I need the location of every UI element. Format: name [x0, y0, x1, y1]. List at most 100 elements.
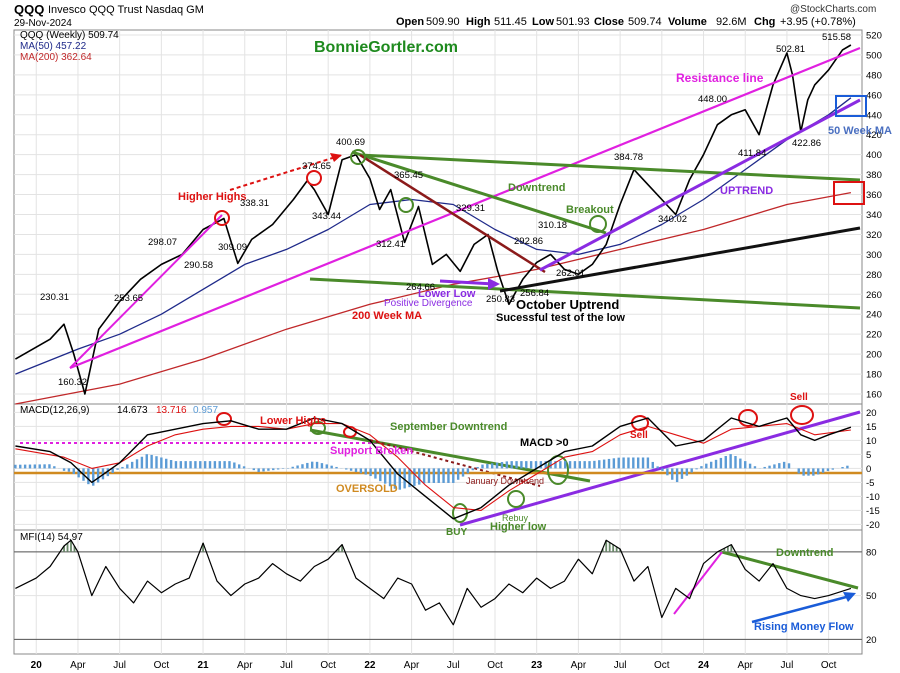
circle-breakout: [589, 215, 607, 233]
divergence-arrowhead: [488, 278, 500, 290]
mfi-panel-frame: [13, 529, 863, 655]
price-y-tick-label: 160: [866, 390, 882, 401]
price-y-tick-label: 480: [866, 70, 882, 81]
macd-histogram-bar: [807, 468, 810, 476]
macd-histogram-bar: [140, 456, 144, 469]
watermark: BonnieGortler.com: [314, 39, 458, 56]
macd-histogram-bar: [213, 461, 217, 469]
price-panel-frame: [13, 29, 863, 405]
x-tick-label: Jul: [447, 660, 460, 671]
macd-histogram-bar: [408, 468, 411, 488]
price-label: 312.41: [376, 239, 405, 250]
mfi-overbought-fill: [605, 540, 608, 552]
macd-histogram-bar: [588, 461, 591, 469]
macd-histogram-bar: [495, 462, 499, 469]
macd-histogram-bar: [461, 468, 465, 477]
box-50wk-ma: [835, 95, 867, 117]
macd-y-tick-label: 15: [866, 422, 877, 433]
macd-histogram-bar: [383, 468, 387, 484]
price-y-tick-label: 500: [866, 50, 882, 61]
macd-histogram-bar: [486, 463, 489, 469]
price-label: 250.83: [486, 294, 515, 305]
chart-date: 29-Nov-2024: [14, 18, 72, 29]
legend-macd-v2: 13.716: [156, 405, 187, 416]
circle-peak: [350, 149, 366, 165]
price-label: 374.65: [302, 161, 331, 172]
mfi-rise-line: [673, 551, 723, 615]
macd-histogram-bar: [831, 468, 835, 470]
circle-higher-high-2: [306, 170, 322, 186]
macd-histogram-bar: [199, 461, 202, 469]
price-label: 298.07: [148, 237, 177, 248]
macd-histogram-bar: [160, 457, 163, 469]
macd-histogram-bar: [106, 468, 110, 477]
price-line: [15, 44, 852, 395]
macd-histogram-bar: [529, 461, 533, 469]
price-y-tick-label: 280: [866, 270, 882, 281]
macd-histogram-bar: [238, 464, 241, 469]
macd-histogram-bar: [413, 468, 416, 486]
macd-histogram-bar: [218, 461, 221, 469]
macd-histogram-bar: [817, 468, 820, 475]
macd-histogram-bar: [763, 466, 766, 469]
chg-label: Chg: [754, 16, 775, 28]
macd-histogram-bar: [632, 457, 635, 469]
legend-ma200: MA(200) 362.64: [20, 52, 92, 63]
price-y-tick-label: 340: [866, 210, 882, 221]
price-label: 309.09: [218, 242, 247, 253]
label-sell-1: Sell: [630, 430, 648, 441]
circle-lower-high-1: [216, 412, 232, 426]
x-tick-label: Jul: [614, 660, 627, 671]
price-label: 411.84: [738, 148, 766, 159]
macd-histogram-bar: [374, 468, 377, 479]
mfi-overbought-fill: [723, 548, 726, 552]
rising-money-arrow: [751, 594, 851, 624]
macd-histogram-bar: [306, 462, 309, 469]
macd-line: [15, 417, 852, 520]
high-label: High: [466, 16, 491, 28]
macd-histogram-bar: [262, 468, 265, 472]
macd-histogram-bar: [447, 468, 450, 483]
mfi-y-tick-label: 20: [866, 635, 877, 646]
x-tick-label: Apr: [737, 660, 753, 671]
macd-histogram-bar: [242, 466, 246, 469]
x-tick-label: Oct: [654, 660, 670, 671]
mfi-overbought-fill: [719, 550, 722, 552]
macd-histogram-bar: [452, 468, 455, 483]
macd-histogram-bar: [14, 464, 17, 469]
price-label: 290.58: [184, 260, 213, 271]
x-tick-label: Oct: [154, 660, 170, 671]
price-y-tick-label: 420: [866, 130, 882, 141]
macd-y-tick-label: -15: [866, 506, 880, 517]
x-tick-label: Oct: [487, 660, 503, 671]
mfi-overbought-fill: [73, 546, 76, 552]
macd-histogram-bar: [121, 466, 124, 469]
price-label: 262.01: [556, 268, 585, 279]
chg-value: +3.95 (+0.78%): [780, 16, 856, 28]
macd-histogram-bar: [393, 468, 397, 489]
price-label: 230.31: [40, 292, 69, 303]
label-macd-above-zero: MACD >0: [520, 437, 569, 449]
label-mfi-downtrend: Downtrend: [776, 547, 833, 559]
macd-histogram-bar: [636, 457, 640, 469]
macd-histogram-bar: [203, 461, 207, 469]
close-label: Close: [594, 16, 624, 28]
macd-histogram-bar: [680, 468, 684, 479]
downtrend-line-upper: [359, 153, 861, 182]
high-value: 511.45: [494, 16, 527, 28]
price-label: 448.00: [698, 94, 727, 105]
macd-histogram-bar: [301, 464, 304, 469]
x-tick-label: Oct: [821, 660, 837, 671]
macd-histogram-bar: [130, 461, 134, 469]
mfi-overbought-fill: [726, 546, 729, 552]
axis-labels: 20 Apr Jul Oct 21 Apr Jul Oct 22 Apr Jul Oct 23 Apr Ju…: [31, 30, 882, 671]
low-label: Low: [532, 16, 554, 28]
macd-histogram-bar: [291, 466, 294, 469]
macd-histogram-bar: [174, 461, 178, 469]
macd-histogram-bar: [622, 457, 625, 469]
macd-histogram-bar: [92, 468, 95, 486]
price-label: 515.58: [822, 32, 851, 43]
macd-histogram-bar: [593, 460, 596, 469]
macd-y-tick-label: -10: [866, 492, 880, 503]
